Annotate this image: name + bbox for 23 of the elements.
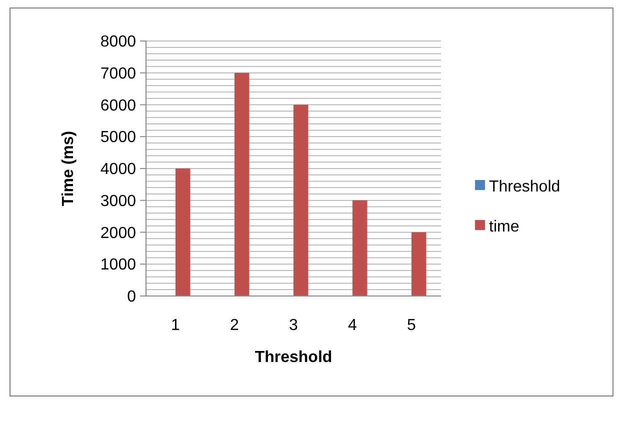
x-tick-label: 2 (230, 317, 240, 334)
y-tick-label: 4000 (100, 161, 136, 178)
x-tick-label: 5 (407, 317, 416, 334)
bar (412, 232, 426, 296)
y-axis-title: Time (ms) (60, 130, 77, 206)
y-tick-label: 0 (127, 288, 136, 306)
x-tick-label: 4 (348, 317, 358, 334)
legend-label: Threshold (489, 178, 560, 196)
y-tick-label: 1000 (100, 256, 136, 274)
legend-label: time (489, 218, 520, 236)
y-tick-label: 7000 (100, 65, 136, 82)
bar (352, 200, 368, 296)
y-tick-label: 8000 (100, 34, 136, 51)
y-tick-label: 6000 (100, 97, 136, 114)
x-tick-label: 3 (289, 317, 298, 334)
y-tick-label: 3000 (100, 192, 136, 210)
x-axis-title: Threshold (254, 349, 332, 366)
x-tick-label: 1 (171, 317, 180, 334)
y-tick-label: 5000 (100, 129, 136, 146)
bar (294, 104, 308, 296)
bar (176, 168, 190, 296)
bar (234, 72, 250, 296)
y-tick-label: 2000 (100, 224, 136, 242)
